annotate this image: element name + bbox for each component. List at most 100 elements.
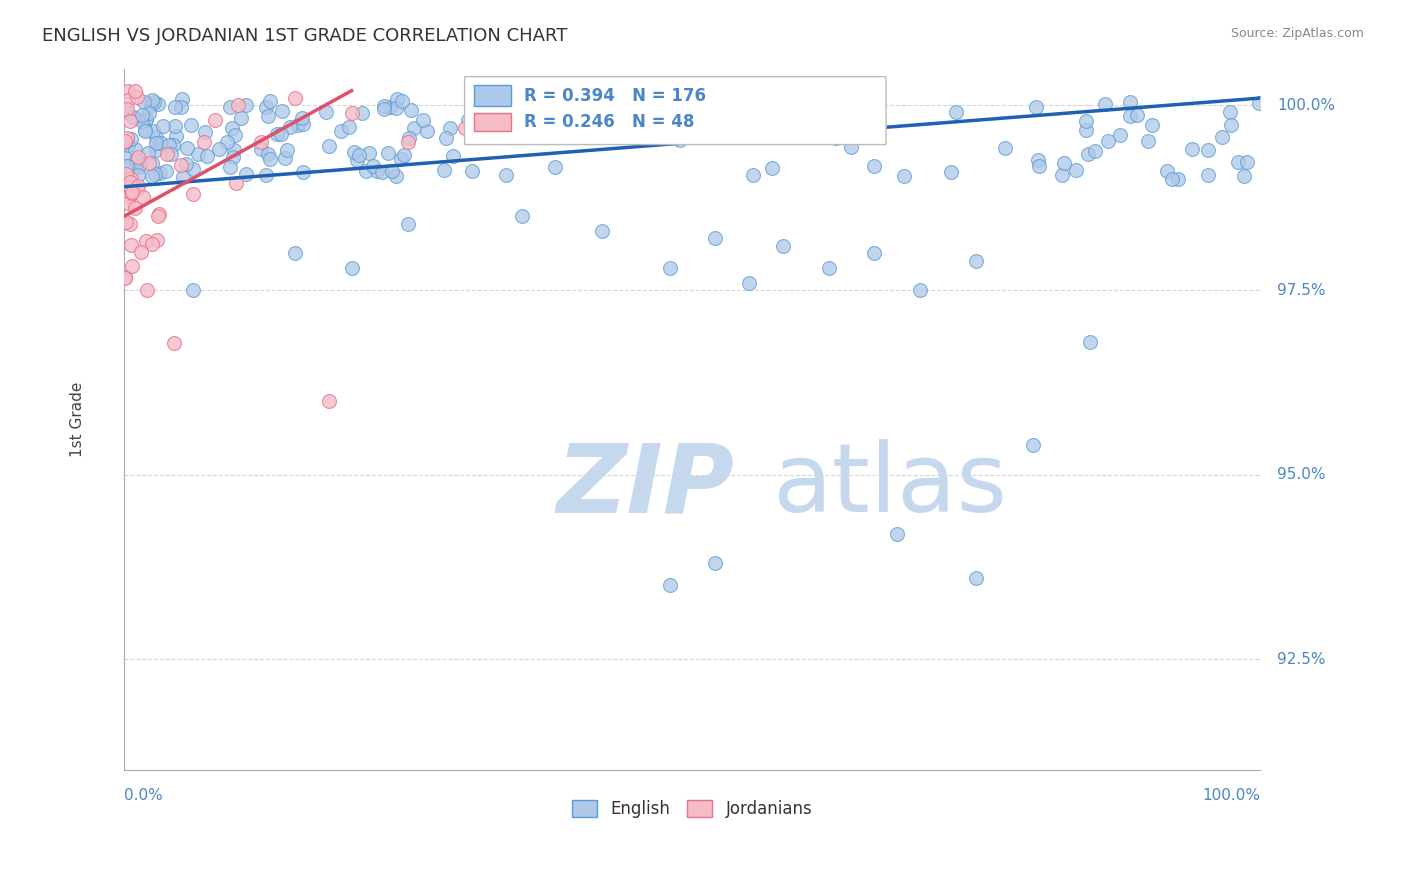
Point — [1074, 122, 1097, 136]
Point — [357, 145, 380, 160]
Point — [1077, 146, 1099, 161]
Point — [1226, 154, 1249, 169]
Point — [138, 105, 160, 120]
Point — [1084, 145, 1107, 159]
Point — [163, 335, 186, 350]
Point — [1108, 128, 1130, 143]
Point — [274, 151, 297, 165]
Point — [381, 164, 404, 178]
Bar — [474, 113, 510, 131]
Point — [965, 571, 987, 585]
Point — [162, 137, 184, 152]
Point — [399, 103, 422, 118]
Point — [120, 131, 142, 145]
Point — [128, 161, 150, 175]
Point — [135, 112, 157, 127]
Text: ZIP: ZIP — [555, 439, 734, 533]
Point — [128, 157, 150, 171]
Point — [117, 84, 139, 98]
Point — [235, 168, 257, 182]
Point — [945, 105, 967, 120]
Point — [129, 245, 152, 260]
Point — [218, 161, 240, 175]
Text: 95.0%: 95.0% — [1278, 467, 1326, 483]
Point — [412, 112, 434, 127]
Point — [117, 138, 139, 153]
Point — [259, 153, 281, 167]
Point — [343, 145, 366, 159]
Point — [441, 149, 464, 163]
Point — [145, 130, 167, 145]
Point — [354, 163, 377, 178]
Point — [249, 142, 271, 156]
Point — [149, 136, 172, 150]
Point — [1247, 96, 1270, 111]
Point — [385, 169, 408, 184]
Point — [138, 156, 160, 170]
Point — [115, 103, 138, 117]
Point — [402, 121, 425, 136]
Point — [143, 167, 166, 181]
Point — [510, 209, 533, 223]
Point — [259, 94, 281, 108]
Point — [132, 190, 155, 204]
Point — [366, 164, 388, 178]
Point — [118, 175, 141, 189]
Point — [373, 102, 395, 116]
Point — [134, 124, 156, 138]
Point — [658, 578, 681, 592]
Point — [704, 231, 727, 245]
Point — [125, 153, 148, 168]
Point — [1126, 108, 1149, 122]
Point — [254, 168, 277, 182]
Point — [385, 92, 408, 106]
Point — [141, 236, 163, 251]
Point — [491, 104, 513, 119]
Point — [117, 159, 139, 173]
Point — [347, 148, 370, 162]
Point — [114, 135, 136, 149]
Point — [544, 160, 567, 174]
Point — [141, 169, 163, 183]
Point — [221, 120, 243, 135]
Point — [337, 120, 360, 134]
Point — [1233, 169, 1256, 183]
Point — [863, 246, 886, 260]
Point — [350, 106, 373, 120]
Point — [389, 153, 412, 167]
Point — [142, 124, 165, 138]
Point — [142, 95, 165, 110]
Point — [1028, 159, 1050, 173]
Point — [1064, 162, 1087, 177]
Point — [225, 176, 247, 190]
Point — [1097, 134, 1119, 148]
Point — [152, 119, 174, 133]
Point — [291, 111, 314, 125]
Point — [433, 162, 456, 177]
Point — [145, 136, 167, 150]
Point — [416, 124, 439, 138]
Point — [373, 99, 395, 113]
Point — [1156, 164, 1178, 178]
Text: 92.5%: 92.5% — [1278, 652, 1326, 666]
Point — [131, 114, 153, 128]
Point — [180, 118, 202, 132]
Text: R = 0.246   N = 48: R = 0.246 N = 48 — [524, 113, 695, 131]
Point — [114, 271, 136, 285]
Point — [136, 145, 159, 160]
Point — [193, 136, 215, 150]
Point — [148, 166, 170, 180]
Point — [128, 156, 150, 170]
Point — [394, 148, 416, 162]
Point — [1220, 118, 1243, 132]
Point — [117, 131, 139, 145]
Point — [141, 155, 163, 169]
Point — [222, 150, 245, 164]
Point — [127, 168, 149, 182]
Point — [520, 91, 543, 105]
Point — [120, 238, 142, 252]
Point — [134, 123, 156, 137]
Point — [120, 114, 142, 128]
Point — [495, 168, 517, 182]
Point — [318, 393, 340, 408]
